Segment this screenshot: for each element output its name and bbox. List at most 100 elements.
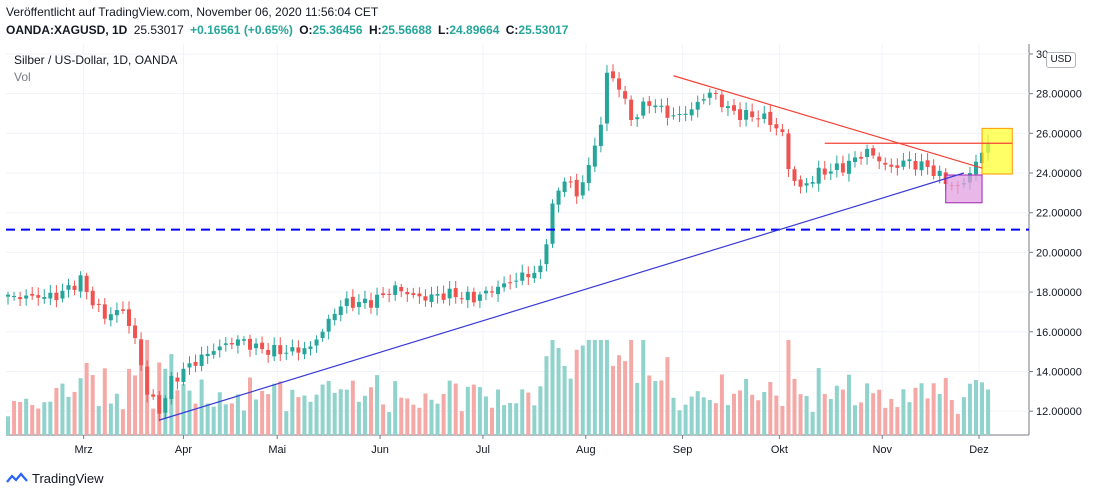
close-label: C: xyxy=(505,23,519,37)
volume-bar xyxy=(260,390,265,435)
candle-body xyxy=(193,361,198,366)
currency-badge[interactable]: USD xyxy=(1046,52,1076,68)
close-value: 25.53017 xyxy=(518,23,569,37)
volume-bar xyxy=(568,378,573,435)
volume-bar xyxy=(496,389,501,435)
volume-bar xyxy=(592,339,597,435)
candle-body xyxy=(611,71,615,79)
volume-bar xyxy=(671,397,676,435)
volume-bar xyxy=(786,339,791,435)
volume-bar xyxy=(290,389,295,435)
candle-body xyxy=(671,115,676,117)
volume-bar xyxy=(229,403,234,435)
candle-body xyxy=(665,105,670,118)
high-value: 25.56688 xyxy=(381,23,432,37)
volume-bar xyxy=(211,406,216,435)
volume-bar xyxy=(689,396,694,435)
volume-bar xyxy=(18,401,23,435)
candle-body xyxy=(60,290,65,299)
volume-bar xyxy=(750,394,755,435)
candle-body xyxy=(199,354,204,367)
low-value: 24.89664 xyxy=(449,23,500,37)
candle-body xyxy=(217,346,222,351)
candle-body xyxy=(260,342,265,350)
volume-bar xyxy=(943,377,948,435)
candle-body xyxy=(12,295,17,297)
x-tick-label: Nov xyxy=(872,444,892,456)
candle-body xyxy=(417,293,422,297)
candle-body xyxy=(629,99,634,121)
volume-bar xyxy=(804,396,809,435)
candle-body xyxy=(96,303,101,305)
candle-body xyxy=(592,145,597,167)
candle-body xyxy=(302,348,307,355)
volume-bar xyxy=(48,401,53,435)
volume-bar xyxy=(84,362,89,435)
candle-body xyxy=(248,338,252,350)
footer-brand[interactable]: TradingView xyxy=(6,471,104,486)
y-tick-label: 30 xyxy=(1036,49,1048,61)
candle-body xyxy=(108,314,113,321)
volume-bar xyxy=(877,389,882,435)
candle-body xyxy=(241,339,246,341)
last-price: 25.53017 xyxy=(133,23,184,37)
candle-body xyxy=(429,294,434,302)
volume-bar xyxy=(707,399,712,435)
legend-volume: Vol xyxy=(14,70,31,84)
candle-body xyxy=(598,124,603,147)
volume-bar xyxy=(883,407,888,435)
candle-body xyxy=(369,300,373,308)
volume-bar xyxy=(538,386,543,435)
candle-body xyxy=(393,285,398,295)
ohlc-header: OANDA:XAGUSD, 1D 25.53017 +0.16561 (+0.6… xyxy=(6,23,568,37)
candle-body xyxy=(520,272,525,281)
volume-bar xyxy=(550,339,555,435)
candle-body xyxy=(562,181,567,192)
volume-bar xyxy=(254,399,259,435)
volume-bar xyxy=(453,383,458,435)
x-tick-label: Jun xyxy=(371,444,389,456)
candle-body xyxy=(381,293,386,296)
candle-body xyxy=(187,363,192,368)
candle-body xyxy=(314,339,319,346)
volume-bar xyxy=(369,387,373,435)
volume-bar xyxy=(623,361,628,435)
candle-body xyxy=(72,285,77,290)
x-tick-label: Sep xyxy=(673,444,693,456)
volume-bar xyxy=(629,339,634,435)
candle-body xyxy=(338,306,343,316)
volume-bar xyxy=(241,410,246,435)
high-label: H: xyxy=(368,23,382,37)
volume-bar xyxy=(332,392,337,435)
candle-body xyxy=(496,286,501,295)
volume-bar xyxy=(949,400,954,435)
candle-body xyxy=(653,105,658,108)
candle-body xyxy=(804,183,809,186)
candle-body xyxy=(84,275,89,292)
volume-bar xyxy=(217,392,222,435)
volume-bar xyxy=(223,404,228,435)
volume-bar xyxy=(544,356,549,435)
volume-bar xyxy=(665,357,670,435)
volume-bar xyxy=(465,386,470,435)
candle-body xyxy=(375,294,380,308)
volume-bar xyxy=(677,410,682,435)
candle-body xyxy=(907,159,912,162)
volume-bar xyxy=(387,412,392,435)
candle-body xyxy=(580,182,585,196)
x-tick-label: Mrz xyxy=(74,444,92,456)
legend-title: Silber / US-Dollar, 1D, OANDA xyxy=(14,53,178,67)
y-tick-label: 20.00000 xyxy=(1036,247,1082,259)
volume-bar xyxy=(477,387,482,435)
volume-bar xyxy=(302,395,307,435)
yellow-breakout-box xyxy=(981,127,1013,175)
candle-body xyxy=(901,160,906,167)
candle-body xyxy=(877,156,882,162)
candle-body xyxy=(641,101,646,116)
candle-body xyxy=(732,105,736,111)
volume-bar xyxy=(647,375,652,435)
volume-bar xyxy=(980,382,985,435)
volume-bar xyxy=(66,396,71,435)
volume-bar xyxy=(12,400,17,435)
